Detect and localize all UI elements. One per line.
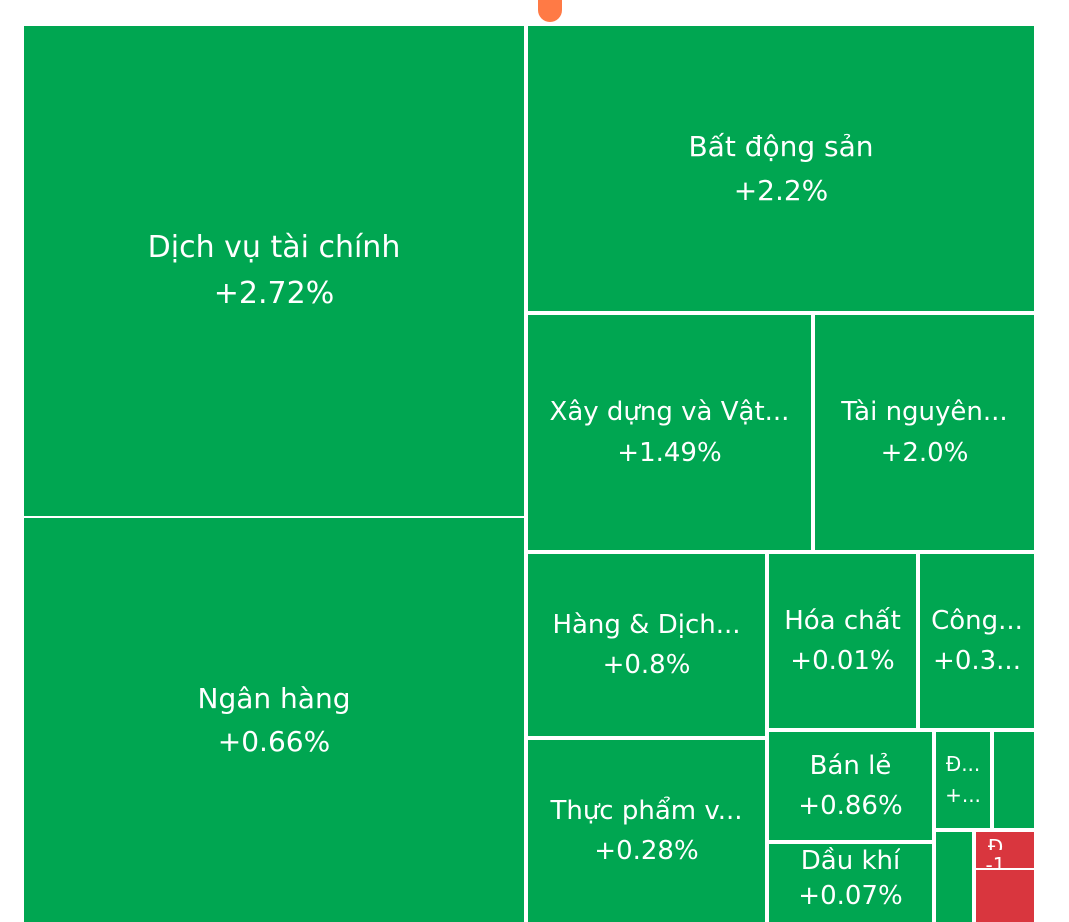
tile-label: Công... [931, 605, 1023, 636]
tile-change: +... [945, 783, 981, 807]
treemap-tile-red-small[interactable]: Đ... -1... [976, 832, 1034, 868]
treemap-tile-xay-dung[interactable]: Xây dựng và Vật... +1.49% [528, 315, 811, 550]
tile-change: +0.3... [933, 646, 1021, 676]
treemap-tile-thuc-pham[interactable]: Thực phẩm v... +0.28% [528, 740, 765, 922]
treemap-tile-dau-khi[interactable]: Dầu khí +0.07% [769, 844, 932, 922]
tile-change: +0.28% [594, 836, 699, 866]
treemap-tile-d-small[interactable]: Đ... +... [936, 732, 990, 828]
tile-change: +0.8% [602, 650, 691, 680]
treemap-tile-cong[interactable]: Công... +0.3... [920, 554, 1034, 728]
treemap-tile-hang-dich-vu[interactable]: Hàng & Dịch... +0.8% [528, 554, 765, 736]
tile-label: Bán lẻ [809, 750, 892, 781]
tile-label: Hóa chất [784, 605, 901, 636]
treemap-tile-hoa-chat[interactable]: Hóa chất +0.01% [769, 554, 916, 728]
treemap-tile-ban-le[interactable]: Bán lẻ +0.86% [769, 732, 932, 840]
tile-change: +0.01% [790, 646, 895, 676]
scroll-indicator-icon [538, 0, 562, 22]
treemap-tile-tai-nguyen[interactable]: Tài nguyên... +2.0% [815, 315, 1034, 550]
tile-label: Ngân hàng [197, 681, 351, 715]
tile-change: +2.72% [213, 276, 335, 311]
tile-label: Dầu khí [800, 846, 901, 876]
tile-change: +0.07% [798, 881, 903, 912]
tile-change: +1.49% [617, 437, 722, 468]
tile-label: Đ... [945, 752, 981, 776]
tile-change: +0.66% [217, 725, 331, 758]
tile-label: Đ... [987, 835, 1023, 850]
treemap-tile-ngan-hang[interactable]: Ngân hàng +0.66% [24, 518, 524, 922]
tile-change: +0.86% [798, 791, 903, 821]
treemap-tile-bat-dong-san[interactable]: Bất động sản +2.2% [528, 26, 1034, 311]
tile-label: Hàng & Dịch... [552, 609, 741, 640]
treemap-tile-blank-green-2[interactable] [936, 832, 972, 922]
tile-label: Dịch vụ tài chính [147, 229, 401, 265]
tile-label: Bất động sản [688, 130, 874, 164]
tile-change: -1... [985, 853, 1025, 868]
tile-label: Tài nguyên... [841, 397, 1008, 428]
tile-label: Thực phẩm v... [550, 795, 743, 826]
tile-change: +2.0% [880, 437, 969, 468]
tile-change: +2.2% [733, 173, 829, 207]
treemap-tile-blank-green[interactable] [994, 732, 1034, 828]
tile-label: Xây dựng và Vật... [549, 397, 790, 428]
treemap-tile-red-tiny[interactable] [976, 870, 1034, 922]
treemap-tile-dich-vu-tai-chinh[interactable]: Dịch vụ tài chính +2.72% [24, 26, 524, 516]
